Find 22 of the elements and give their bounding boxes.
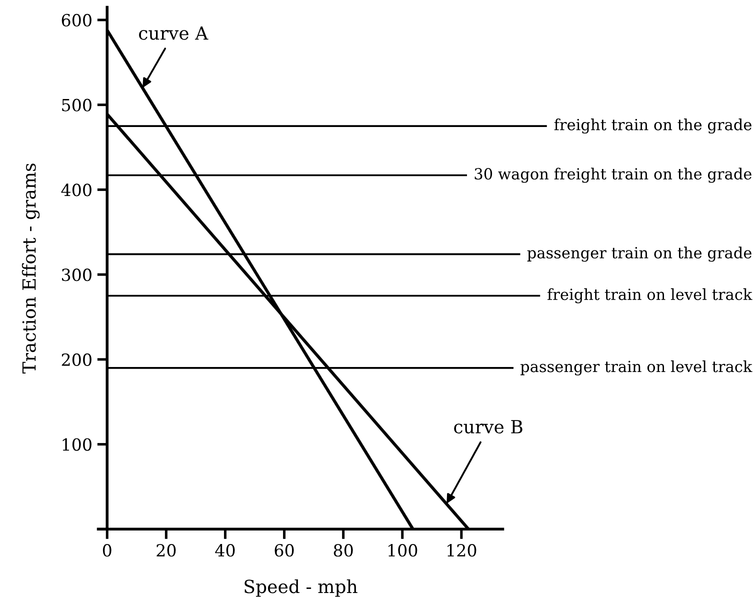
y-tick-label: 600 bbox=[62, 14, 92, 27]
x-tick-label: 0 bbox=[102, 544, 112, 557]
y-tick-label: 300 bbox=[62, 268, 92, 282]
annotation: curve B bbox=[454, 420, 522, 434]
x-tick-label: 120 bbox=[448, 544, 476, 557]
y-tick-label: 500 bbox=[62, 98, 92, 112]
x-tick-label: 60 bbox=[274, 544, 294, 557]
ref-line-label: freight train on level track bbox=[548, 288, 752, 304]
ref-line-label: passenger train on level track bbox=[520, 360, 752, 376]
ref-line-label: 30 wagon freight train on the grade bbox=[474, 168, 752, 183]
y-tick-label: 200 bbox=[62, 353, 92, 366]
y-axis-title: Traction Effort - grams bbox=[22, 164, 40, 374]
x-tick-label: 100 bbox=[388, 544, 418, 557]
x-tick-label: 80 bbox=[334, 544, 353, 557]
ref-line-label: freight train on the grade bbox=[554, 118, 752, 134]
x-tick-label: 40 bbox=[215, 544, 235, 557]
y-tick-label: 100 bbox=[62, 438, 92, 451]
y-tick-label: 400 bbox=[61, 184, 92, 196]
annotation: curve A bbox=[139, 26, 208, 40]
ref-line-label: passenger train on the grade bbox=[527, 246, 752, 262]
x-axis-title: Speed - mph bbox=[244, 579, 358, 597]
x-tick-label: 20 bbox=[156, 544, 176, 557]
